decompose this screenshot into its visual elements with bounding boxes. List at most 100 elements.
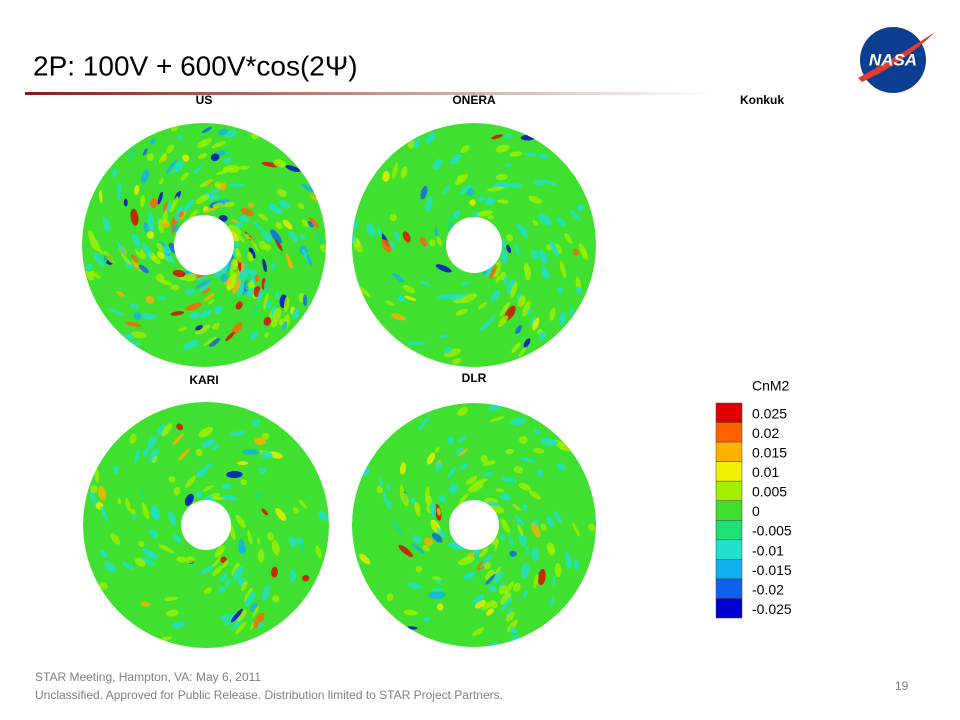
panel-label: Konkuk: [740, 93, 784, 107]
contour-blob: [271, 566, 278, 578]
colorbar-label: -0.025: [752, 601, 792, 617]
contour-blob: [510, 417, 527, 426]
contour-blob: [261, 584, 271, 601]
contour-blob: [263, 316, 272, 326]
contour-blob: [283, 296, 290, 313]
contour-blob: [252, 606, 260, 618]
contour-blob: [512, 503, 522, 511]
contour-blob: [188, 209, 199, 221]
contour-blob: [99, 549, 108, 558]
contour-blob: [540, 437, 559, 446]
contour-blob: [183, 273, 197, 282]
contour-blob: [172, 432, 185, 446]
contour-blob: [157, 191, 163, 205]
contour-blob: [214, 305, 223, 314]
contour-blob: [165, 609, 179, 617]
contour-blob: [382, 170, 390, 182]
contour-blob: [184, 493, 194, 506]
contour-blob: [162, 210, 168, 224]
contour-blob: [129, 303, 139, 309]
contour-blob: [520, 457, 537, 463]
contour-blob: [172, 224, 179, 232]
contour-blob: [386, 593, 394, 602]
contour-blob: [255, 491, 263, 499]
contour-blob: [486, 600, 495, 608]
contour-blob: [472, 594, 485, 604]
contour-blob: [452, 358, 462, 365]
contour-blob: [506, 608, 513, 617]
contour-blob: [212, 188, 220, 193]
panel-label: DLR: [462, 371, 487, 385]
contour-blob: [359, 553, 371, 565]
contour-blob: [211, 141, 227, 149]
contour-blob: [473, 478, 488, 486]
nasa-logo: NASA: [858, 27, 935, 93]
contour-blob: [244, 587, 253, 602]
contour-blob: [183, 339, 200, 350]
contour-blob: [534, 180, 545, 187]
contour-blob: [251, 418, 260, 426]
contour-blob: [265, 300, 272, 309]
contour-blob: [157, 251, 165, 260]
contour-blob: [460, 281, 471, 286]
contour-blob: [418, 416, 429, 432]
contour-blob: [489, 416, 505, 422]
contour-blob: [484, 569, 495, 580]
contour-blob: [510, 281, 518, 299]
contour-blob: [99, 582, 108, 590]
contour-blob: [130, 331, 147, 339]
contour-blob: [508, 535, 514, 547]
contour-blob: [517, 524, 524, 536]
contour-blob: [501, 596, 513, 611]
contour-blob: [94, 466, 99, 484]
contour-blob: [495, 275, 501, 283]
contour-blob: [413, 138, 421, 149]
contour-blob: [177, 134, 184, 140]
colorbar-swatch: [715, 461, 743, 482]
contour-blob: [517, 295, 526, 308]
contour-blob: [435, 527, 446, 538]
contour-blob: [533, 429, 541, 434]
disk-hole: [174, 215, 234, 275]
contour-blob: [275, 290, 279, 300]
contour-blob: [412, 534, 422, 544]
contour-blob: [572, 522, 580, 537]
contour-blob: [522, 570, 527, 580]
contour-blob: [526, 309, 532, 316]
contour-blob: [262, 258, 267, 273]
contour-blob: [198, 285, 210, 293]
contour-blob: [414, 506, 421, 517]
contour-blob: [382, 491, 388, 504]
contour-blob: [447, 466, 456, 478]
contour-blob: [288, 261, 293, 269]
contour-blob: [459, 463, 468, 471]
contour-blob: [557, 463, 566, 471]
contour-blob: [210, 153, 220, 162]
contour-blob: [576, 204, 585, 212]
contour-blob: [436, 235, 443, 247]
panel-label: KARI: [189, 373, 218, 387]
contour-blob: [275, 508, 287, 522]
contour-blob: [210, 555, 223, 569]
colorbar-swatch: [715, 480, 743, 501]
contour-blob: [90, 485, 98, 494]
contour-blob: [129, 433, 137, 444]
contour-blob: [397, 295, 406, 303]
contour-blob: [530, 249, 539, 260]
contour-blob: [524, 264, 531, 281]
contour-blob: [288, 536, 296, 548]
contour-blob: [123, 333, 135, 339]
contour-blob: [203, 293, 215, 302]
contour-blob: [165, 159, 177, 175]
contour-blob: [381, 544, 395, 557]
panel-label: US: [196, 93, 213, 107]
contour-blob: [195, 194, 210, 205]
contour-blob: [528, 490, 541, 500]
contour-blob: [270, 263, 276, 270]
contour-blob: [222, 483, 232, 489]
contour-blob: [483, 562, 491, 570]
contour-blob: [123, 198, 128, 207]
contour-blob: [533, 573, 539, 589]
contour-blob: [182, 154, 190, 162]
